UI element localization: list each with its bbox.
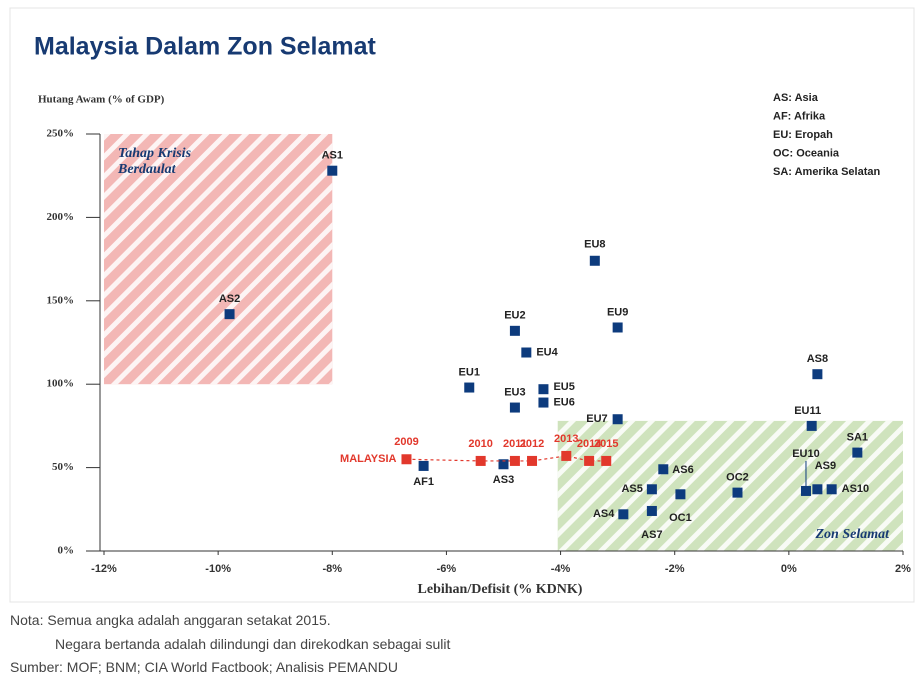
point	[646, 505, 657, 516]
x-tick-label: -12%	[91, 563, 117, 575]
point	[612, 322, 623, 333]
point	[852, 447, 863, 458]
point	[561, 450, 572, 461]
point-label: 2015	[594, 438, 618, 450]
point-label: AF1	[413, 476, 434, 488]
zone-label: Tahap Krisis	[118, 146, 192, 161]
key-entry: SA: Amerika Selatan	[773, 166, 880, 178]
y-axis-label: Hutang Awam (% of GDP)	[38, 94, 165, 106]
point-label: AS6	[672, 464, 693, 476]
point	[498, 459, 509, 470]
point-label: EU1	[459, 366, 480, 378]
x-tick-label: -8%	[323, 563, 343, 575]
point	[601, 455, 612, 466]
point	[538, 397, 549, 408]
y-tick-label: 100%	[47, 378, 75, 390]
point-label: AS3	[493, 474, 514, 486]
point	[224, 309, 235, 320]
point-label: 2014	[577, 438, 602, 450]
point-label: AS8	[807, 353, 828, 365]
point-label: 2009	[394, 436, 418, 448]
point	[589, 255, 600, 266]
note: Nota: Semua angka adalah anggaran setaka…	[10, 612, 331, 628]
point	[646, 484, 657, 495]
point-label: AS2	[219, 293, 240, 305]
y-tick-label: 150%	[47, 294, 75, 306]
point	[612, 414, 623, 425]
key-entry: OC: Oceania	[773, 147, 840, 159]
point-label: AS7	[641, 529, 662, 541]
point	[327, 165, 338, 176]
note: Negara bertanda adalah dilindungi dan di…	[55, 636, 451, 652]
point-label: EU7	[586, 413, 607, 425]
point-label: 2011	[503, 438, 527, 450]
point-label: AS9	[815, 460, 836, 472]
point	[732, 487, 743, 498]
zone-hatch	[557, 420, 903, 551]
point	[675, 489, 686, 500]
point	[538, 384, 549, 395]
zone-label: Berdaulat	[117, 162, 177, 177]
chart: Malaysia Dalam Zon Selamat Hutang Awam (…	[9, 7, 915, 603]
point-label: EU10	[792, 448, 820, 460]
point	[826, 484, 837, 495]
x-tick-label: -10%	[205, 563, 231, 575]
key-entry: AS: Asia	[773, 92, 819, 104]
point	[509, 325, 520, 336]
x-tick-label: 2%	[895, 563, 911, 575]
point-label: 2012	[520, 438, 544, 450]
y-tick-label: 250%	[47, 128, 75, 140]
point	[475, 455, 486, 466]
point-label: AS1	[322, 150, 343, 162]
x-tick-label: -2%	[665, 563, 685, 575]
point	[806, 420, 817, 431]
point	[618, 509, 629, 520]
point-label: EU5	[553, 381, 574, 393]
point	[812, 369, 823, 380]
series-name: MALAYSIA	[340, 453, 396, 465]
point-label: SA1	[847, 431, 868, 443]
point-label: AS5	[621, 483, 642, 495]
point-label: EU8	[584, 239, 605, 251]
point	[509, 402, 520, 413]
key-entry: AF: Afrika	[773, 110, 826, 122]
point-label: AS4	[593, 508, 615, 520]
x-tick-label: -4%	[551, 563, 571, 575]
zone-label: Zon Selamat	[814, 527, 890, 542]
x-axis-label: Lebihan/Defisit (% KDNK)	[418, 582, 583, 597]
x-tick-label: -6%	[437, 563, 457, 575]
point	[527, 455, 538, 466]
point-label: EU11	[794, 405, 821, 417]
point	[464, 382, 475, 393]
point	[418, 460, 429, 471]
source: Sumber: MOF; BNM; CIA World Factbook; An…	[10, 659, 398, 675]
point-label: OC1	[669, 512, 692, 524]
chart-title: Malaysia Dalam Zon Selamat	[34, 33, 376, 61]
zone-hatch	[104, 134, 333, 385]
point	[658, 464, 669, 475]
point	[509, 455, 520, 466]
point-label: EU2	[504, 310, 525, 322]
key-entry: EU: Eropah	[773, 129, 833, 141]
point-label: AS10	[842, 483, 870, 495]
point-label: EU3	[504, 386, 525, 398]
point-label: OC2	[726, 472, 749, 484]
point-label: EU9	[607, 306, 628, 318]
y-tick-label: 50%	[52, 461, 74, 473]
point-label: 2010	[468, 438, 492, 450]
point	[401, 454, 412, 465]
point	[800, 485, 811, 496]
point	[584, 455, 595, 466]
y-tick-label: 0%	[58, 545, 75, 557]
point	[521, 347, 532, 358]
point-label: EU6	[553, 396, 574, 408]
y-tick-label: 200%	[47, 211, 75, 223]
point-label: 2013	[554, 433, 578, 445]
x-tick-label: 0%	[781, 563, 797, 575]
point-label: EU4	[536, 346, 558, 358]
point	[812, 484, 823, 495]
